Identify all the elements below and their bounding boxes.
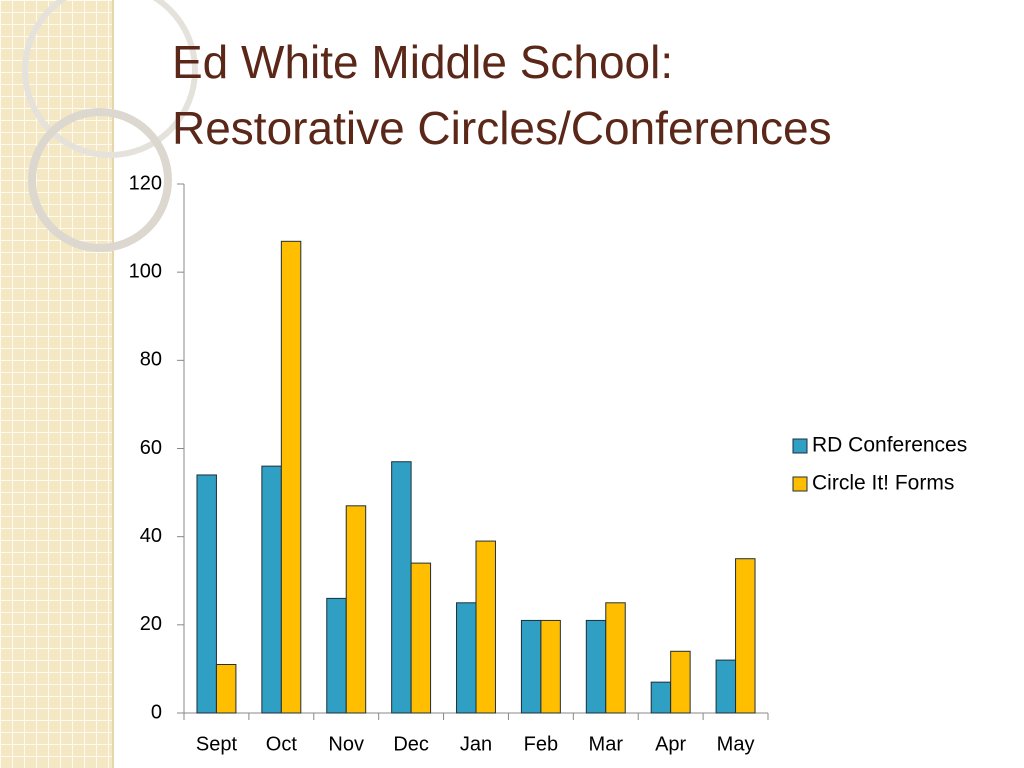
- bar: [605, 602, 626, 714]
- bar: [475, 540, 496, 714]
- bar: [410, 562, 432, 714]
- bar: [280, 240, 302, 714]
- bar: [326, 597, 347, 714]
- legend-swatch: [792, 438, 808, 454]
- x-tick-label: Apr: [655, 733, 686, 755]
- bar: [650, 681, 672, 714]
- bar: [261, 465, 282, 714]
- legend-label: Circle It! Forms: [812, 472, 954, 495]
- bar: [391, 461, 412, 714]
- legend-label: RD Conferences: [812, 434, 967, 457]
- y-tick-label: 100: [129, 260, 162, 282]
- chart-title: Ed White Middle School:: [172, 36, 673, 88]
- x-tick-label: Feb: [524, 733, 558, 755]
- y-tick-label: 40: [140, 525, 162, 547]
- y-tick-label: 80: [140, 349, 162, 371]
- bar: [196, 474, 217, 714]
- x-tick-label: May: [717, 733, 755, 755]
- x-tick-label: Mar: [589, 733, 624, 755]
- y-tick-label: 120: [129, 172, 162, 194]
- x-tick-label: Dec: [393, 733, 429, 755]
- y-tick-label: 20: [140, 613, 162, 635]
- x-tick-label: Nov: [328, 733, 364, 755]
- x-tick-label: Oct: [266, 733, 298, 755]
- decor-ring: [28, 108, 172, 252]
- bar: [585, 619, 607, 714]
- decor-ring: [22, 0, 198, 158]
- bar: [715, 659, 737, 714]
- bar: [215, 664, 237, 714]
- bar: [540, 619, 561, 714]
- x-tick-label: Sept: [196, 733, 238, 755]
- bar: [520, 619, 542, 714]
- x-tick-label: Jan: [460, 733, 492, 755]
- legend-swatch: [792, 476, 808, 492]
- bar: [456, 602, 477, 714]
- y-tick-label: 60: [140, 437, 162, 459]
- bar: [735, 558, 756, 714]
- y-tick-label: 0: [151, 701, 162, 723]
- bar: [345, 505, 367, 714]
- bar: [670, 650, 691, 714]
- chart-title: Restorative Circles/Conferences: [172, 102, 832, 154]
